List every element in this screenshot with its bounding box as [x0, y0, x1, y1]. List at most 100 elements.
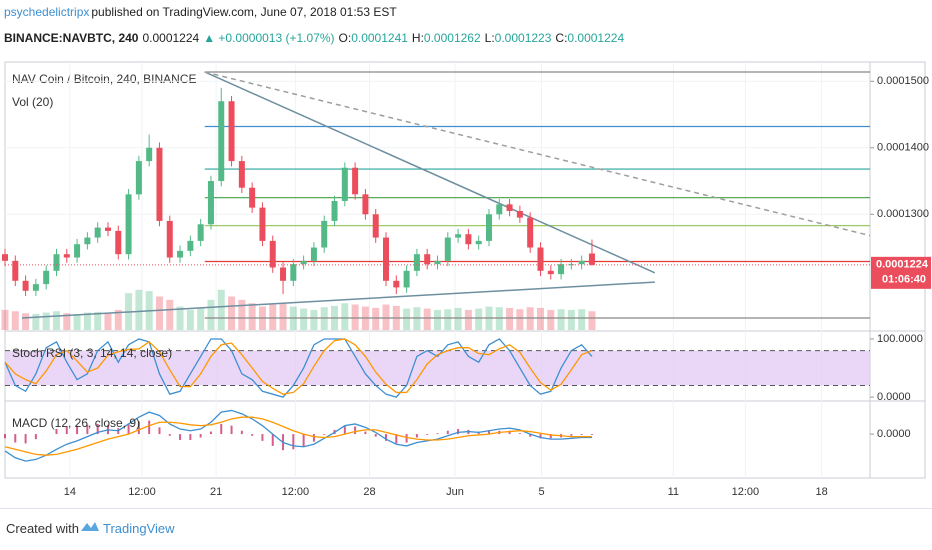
volume-bar [238, 299, 246, 330]
volume-bar [506, 307, 514, 330]
c-label: C: [555, 31, 568, 45]
h-label: H: [411, 31, 424, 45]
histogram-bar [446, 430, 449, 435]
brand[interactable]: TradingView [103, 521, 175, 536]
histogram-bar [312, 434, 315, 442]
volume-bar [372, 307, 380, 330]
candle-body [22, 280, 29, 291]
histogram-bar [240, 430, 243, 435]
histogram-bar [395, 434, 398, 444]
candle-body [125, 194, 132, 255]
author[interactable]: psychedelictripx [4, 5, 90, 19]
y-tick-label: 0.0001500 [877, 75, 929, 87]
histogram-bar [148, 420, 151, 435]
candle-body [341, 167, 348, 201]
candle-body [362, 194, 369, 215]
histogram-bar [179, 434, 182, 440]
candle-body [485, 214, 492, 241]
candle-body [53, 254, 60, 271]
candle-body [568, 264, 575, 266]
volume-bar [42, 312, 50, 330]
volume-bar [557, 309, 565, 330]
candle-body [290, 264, 297, 281]
histogram-bar [230, 425, 233, 435]
close: 0.0001224 [567, 31, 625, 45]
symbol: BINANCE:NAVBTC, 240 [4, 31, 139, 45]
volume-bar [186, 309, 194, 330]
volume-bar [166, 299, 174, 330]
volume-bar [228, 296, 236, 330]
histogram-bar [209, 431, 212, 435]
histogram-bar [4, 434, 6, 439]
indicator-line [4, 409, 592, 462]
open: 0.0001241 [351, 31, 408, 45]
volume-bar [567, 309, 575, 330]
volume-bar [207, 299, 215, 330]
chart-title: NAV Coin / Bitcoin, 240, BINANCE [12, 72, 197, 86]
footer: Created with TradingView [0, 508, 932, 550]
candle-body [104, 227, 111, 231]
candle-body [444, 237, 451, 261]
candle-body [310, 247, 317, 261]
histogram-bar [127, 423, 130, 435]
y-tick-label: 0.0000 [877, 428, 911, 440]
candle-body [238, 161, 245, 188]
histogram-bar [292, 434, 295, 450]
volume-bar [217, 289, 225, 330]
candle-body [115, 230, 122, 255]
x-tick-label: 21 [210, 486, 222, 498]
candle-body [218, 101, 225, 182]
volume-bar [547, 309, 555, 330]
o-label: O: [338, 31, 352, 45]
volume-bar [135, 289, 143, 330]
histogram-bar [86, 424, 89, 435]
histogram-bar [14, 434, 17, 443]
candle-body [249, 187, 256, 208]
y-tick-label: 0.0000 [877, 391, 911, 403]
y-tick-label: 100.0000 [877, 333, 923, 345]
candle-body [403, 270, 410, 288]
histogram-bar [189, 434, 192, 440]
candle-body [63, 254, 70, 258]
histogram-bar [529, 434, 532, 437]
volume-bar [248, 303, 256, 330]
candle-body [321, 220, 328, 248]
candle-body [259, 207, 266, 241]
candle-body [74, 244, 81, 258]
candle-body [156, 147, 163, 221]
candle-body [280, 267, 287, 281]
x-tick-label: 28 [363, 486, 375, 498]
candle-body [43, 270, 50, 285]
volume-bar [94, 311, 102, 330]
candle-body [207, 181, 214, 225]
histogram-bar [508, 430, 511, 435]
volume-bar [423, 308, 431, 330]
histogram-bar [549, 434, 552, 439]
histogram-bar [374, 434, 377, 437]
histogram-bar [487, 430, 490, 435]
candle-body [372, 214, 379, 238]
candle-body [146, 147, 153, 162]
histogram-bar [570, 434, 573, 436]
volume-bar [578, 309, 586, 330]
volume-bar [300, 308, 308, 330]
volume-bar [22, 313, 30, 330]
candle-body [228, 101, 235, 162]
countdown: 01:06:40 [882, 274, 926, 286]
volume-bar [63, 313, 71, 330]
volume-bar [341, 303, 349, 330]
change: ▲ +0.0000013 (+1.07%) [203, 31, 335, 45]
l-label: L: [484, 31, 495, 45]
volume-bar [32, 313, 40, 330]
candle-body [135, 161, 142, 195]
x-tick-label: 12:00 [282, 486, 310, 498]
x-tick-label: 11 [668, 486, 679, 498]
volume-bar [83, 312, 91, 330]
volume-bar [1, 309, 9, 330]
histogram-bar [137, 421, 140, 435]
trend-line [204, 71, 656, 274]
candle-body [475, 240, 482, 245]
published: published on TradingView.com, June 07, 2… [91, 5, 397, 19]
volume-bar [536, 307, 544, 330]
